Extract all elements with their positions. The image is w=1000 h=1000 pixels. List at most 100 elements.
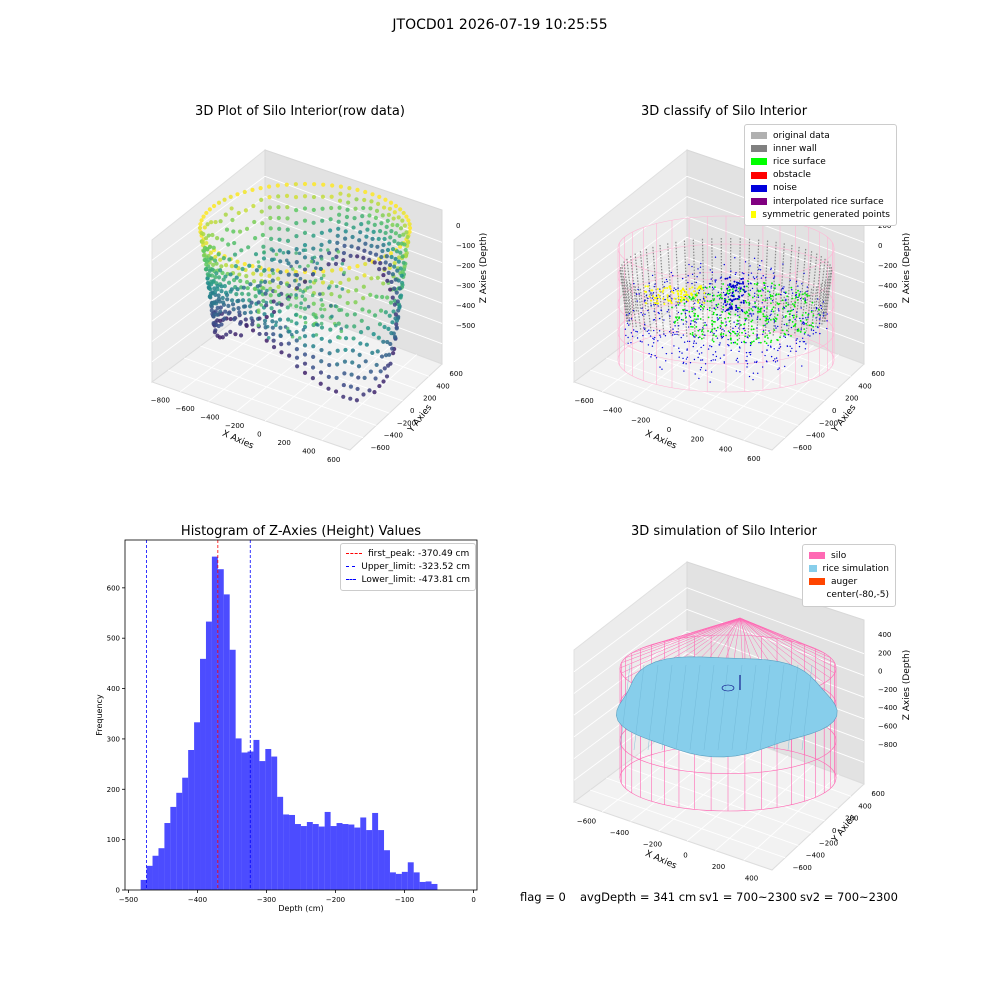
- rice-point: [727, 292, 730, 295]
- rice-point: [790, 309, 793, 312]
- rice-point: [796, 299, 799, 301]
- noise-point: [768, 296, 771, 299]
- noise-point: [701, 352, 703, 354]
- data-point: [318, 381, 323, 386]
- data-point: [348, 253, 353, 258]
- noise-point: [731, 291, 734, 294]
- noise-point: [659, 366, 661, 368]
- rice-point: [781, 329, 784, 332]
- data-point: [242, 189, 247, 195]
- data-point: [302, 218, 308, 223]
- data-point: [264, 338, 269, 343]
- data-point: [406, 218, 411, 223]
- noise-point: [710, 283, 712, 285]
- noise-point: [701, 359, 704, 361]
- data-point: [386, 270, 391, 275]
- noise-point: [659, 334, 661, 337]
- rice-point: [752, 328, 755, 331]
- noise-point: [807, 334, 809, 336]
- data-point: [231, 278, 237, 283]
- symmetric-point: [669, 300, 672, 303]
- data-point: [346, 193, 351, 198]
- rice-point: [767, 337, 769, 339]
- data-point: [284, 269, 289, 274]
- data-point: [319, 321, 324, 326]
- data-point: [286, 272, 291, 277]
- rice-point: [789, 310, 792, 313]
- legend-item-lower-limit: Lower_limit: -473.81 cm: [346, 573, 470, 586]
- noise-point: [648, 332, 650, 335]
- noise-point: [769, 314, 771, 317]
- noise-point: [652, 292, 655, 294]
- histogram-bar: [152, 855, 159, 890]
- rice-point: [743, 311, 746, 314]
- data-point: [214, 261, 219, 266]
- data-point: [268, 215, 273, 221]
- noise-point: [737, 311, 739, 313]
- noise-point: [731, 299, 734, 302]
- rice-point: [766, 307, 768, 309]
- data-point: [333, 389, 339, 394]
- noise-point: [722, 303, 725, 305]
- rice-point: [756, 282, 759, 285]
- noise-point: [687, 281, 689, 284]
- data-point: [231, 229, 236, 234]
- silo-roof-wire: [739, 617, 762, 637]
- data-point: [205, 280, 210, 286]
- data-point: [234, 292, 239, 297]
- noise-point: [764, 324, 766, 326]
- data-point: [380, 213, 385, 218]
- noise-point: [704, 363, 707, 365]
- data-point: [229, 206, 234, 211]
- data-point: [278, 333, 283, 338]
- figure-title: JTOCD01 2026-07-19 10:25:55: [392, 17, 608, 33]
- grid-line: [573, 587, 688, 673]
- noise-point: [762, 275, 764, 277]
- data-point: [311, 233, 316, 238]
- histogram-bar: [140, 879, 147, 890]
- data-point: [285, 326, 290, 331]
- noise-point: [730, 305, 733, 308]
- y-tick-label: 200: [845, 395, 858, 403]
- data-point: [259, 303, 264, 307]
- noise-point: [639, 340, 642, 342]
- data-point: [238, 333, 244, 338]
- x-tick-label: 0: [667, 426, 671, 434]
- data-point: [392, 298, 397, 303]
- noise-point: [714, 351, 717, 353]
- x-tick-label: 0: [471, 896, 475, 904]
- data-point: [337, 198, 343, 203]
- data-point: [354, 197, 359, 202]
- rice-point: [734, 341, 737, 344]
- panel3-title: Histogram of Z-Axies (Height) Values: [180, 524, 422, 539]
- data-point: [302, 343, 308, 348]
- rice-point: [776, 314, 779, 316]
- grid-line: [167, 369, 364, 439]
- data-point: [388, 251, 394, 256]
- footer-sv2: sv2 = 700~2300: [800, 890, 898, 904]
- data-point: [401, 260, 406, 265]
- data-point: [382, 266, 387, 271]
- noise-point: [734, 289, 737, 292]
- noise-point: [782, 263, 784, 265]
- data-point: [363, 261, 368, 267]
- inner-wall-points: [675, 298, 680, 337]
- x-tick-label: 400: [302, 447, 315, 455]
- rice-point: [792, 325, 795, 328]
- y-tick-label: 400: [436, 382, 449, 390]
- rice-point: [693, 314, 696, 317]
- rice-point: [714, 286, 716, 289]
- noise-point: [722, 309, 724, 311]
- noise-point: [809, 335, 811, 337]
- y-tick-label: 400: [858, 382, 871, 390]
- noise-point: [736, 308, 739, 311]
- data-point: [395, 299, 400, 304]
- rice-point: [711, 323, 714, 326]
- data-point: [383, 353, 389, 358]
- noise-point: [693, 342, 695, 344]
- data-point: [223, 212, 228, 217]
- x-tick-label: −400: [603, 407, 622, 415]
- panel1-points: [197, 181, 413, 403]
- noise-point: [691, 265, 693, 268]
- inner-wall-points: [787, 244, 793, 306]
